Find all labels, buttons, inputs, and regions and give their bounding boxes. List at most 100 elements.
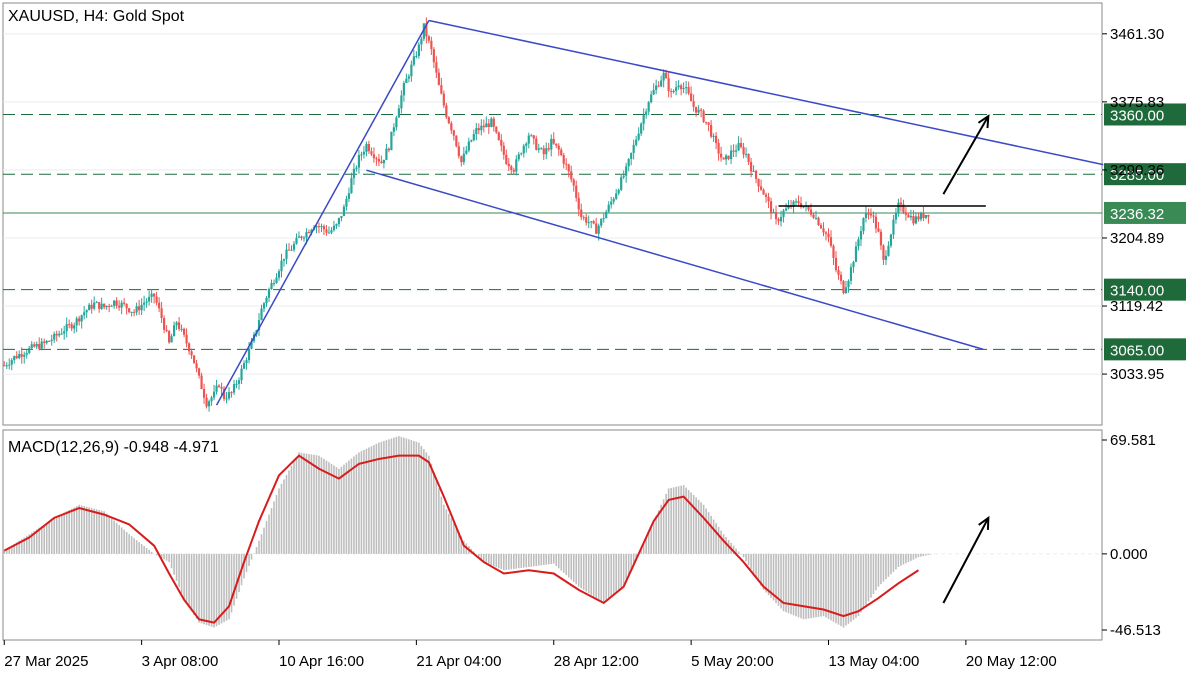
- level-label: 3065.00: [1110, 342, 1164, 359]
- candle-body: [15, 356, 18, 359]
- levels-layer: 3360.00 3285.00 3140.00 3065.00 3236.32: [3, 103, 1186, 361]
- candle-body: [695, 106, 698, 113]
- candle-body: [864, 213, 868, 219]
- candle-body: [450, 123, 453, 131]
- candle-body: [739, 142, 743, 148]
- candle-body: [829, 237, 833, 246]
- candle-body: [195, 363, 198, 369]
- candle-body: [907, 214, 910, 218]
- current-price-label: 3236.32: [1110, 206, 1164, 223]
- candle-body: [240, 368, 243, 381]
- candle-body: [105, 305, 108, 308]
- candle-body: [882, 245, 885, 260]
- candle-body: [80, 315, 83, 322]
- candle-body: [270, 283, 273, 290]
- candle-body: [425, 23, 428, 37]
- macd-tick-label: 0.000: [1110, 546, 1148, 563]
- candle-body: [767, 196, 770, 202]
- candle-body: [662, 72, 665, 81]
- candle-body: [884, 255, 888, 260]
- candle-body: [502, 145, 505, 155]
- candle-body: [68, 324, 71, 326]
- candle-body: [582, 217, 585, 219]
- candle-body: [322, 226, 326, 230]
- candle-body: [700, 109, 703, 111]
- candle-body: [197, 368, 201, 376]
- macd-layer: [3, 436, 990, 628]
- candle-body: [792, 201, 795, 207]
- time-tick-label: 27 Mar 2025: [4, 653, 88, 670]
- candle-body: [542, 148, 545, 155]
- candle-body: [307, 232, 311, 234]
- candle-body: [527, 135, 530, 144]
- candle-body: [85, 310, 88, 313]
- candle-body: [682, 88, 685, 90]
- candle-body: [497, 132, 500, 140]
- candle-body: [595, 223, 598, 234]
- candle-body: [515, 159, 518, 172]
- candle-body: [192, 355, 196, 364]
- candle-body: [832, 245, 835, 258]
- candle-body: [75, 318, 78, 326]
- time-tick-label: 13 May 04:00: [828, 653, 919, 670]
- candle-body: [292, 243, 296, 250]
- candle-body: [265, 297, 268, 304]
- candle-body: [360, 154, 363, 156]
- candle-body: [407, 76, 410, 79]
- candle-body: [332, 225, 336, 231]
- candle-body: [372, 154, 376, 159]
- candle-body: [909, 216, 913, 218]
- candle-body: [834, 257, 838, 270]
- candle-body: [355, 167, 358, 169]
- macd-panel-frame: [2, 429, 1103, 641]
- candle-body: [570, 171, 573, 180]
- candle-body: [819, 225, 823, 229]
- candle-body: [475, 128, 478, 135]
- candle-body: [852, 262, 855, 268]
- candle-body: [35, 344, 38, 347]
- candle-body: [482, 125, 485, 128]
- candle-body: [155, 296, 158, 303]
- candle-body: [302, 237, 306, 239]
- candle-body: [530, 135, 533, 137]
- candle-body: [190, 351, 193, 356]
- candle-body: [78, 318, 81, 322]
- candle-body: [118, 305, 121, 308]
- candle-body: [922, 213, 925, 219]
- candle-body: [665, 72, 668, 79]
- candle-body: [370, 151, 373, 155]
- candle-body: [712, 135, 715, 137]
- candle-body: [5, 365, 8, 367]
- candle-body: [505, 154, 508, 164]
- candle-body: [250, 341, 253, 349]
- candle-body: [867, 213, 870, 215]
- candle-body: [857, 239, 860, 247]
- candle-body: [427, 36, 430, 41]
- price-tick-label: 3375.83: [1110, 94, 1164, 111]
- candle-body: [759, 186, 763, 190]
- candle-body: [128, 308, 131, 313]
- candle-body: [687, 87, 690, 94]
- candle-body: [660, 80, 663, 87]
- candle-body: [177, 322, 181, 329]
- candle-body: [752, 170, 755, 172]
- time-tick-label: 5 May 20:00: [691, 653, 774, 670]
- candle-body: [697, 109, 700, 113]
- candle-body: [300, 236, 303, 239]
- candle-body: [887, 245, 890, 256]
- candle-body: [587, 222, 590, 224]
- candle-body: [397, 108, 400, 118]
- candle-body: [924, 214, 928, 219]
- candle-body: [210, 397, 213, 402]
- candle-body: [487, 123, 490, 127]
- candle-body: [615, 193, 618, 199]
- candle-body: [650, 94, 653, 103]
- lines-layer: [215, 19, 1104, 406]
- candle-body: [862, 218, 865, 232]
- candle-body: [632, 144, 635, 153]
- candle-body: [262, 303, 266, 309]
- candle-body: [377, 158, 381, 162]
- candle-body: [637, 133, 640, 140]
- level-label: 3140.00: [1110, 283, 1164, 300]
- candle-body: [150, 293, 153, 297]
